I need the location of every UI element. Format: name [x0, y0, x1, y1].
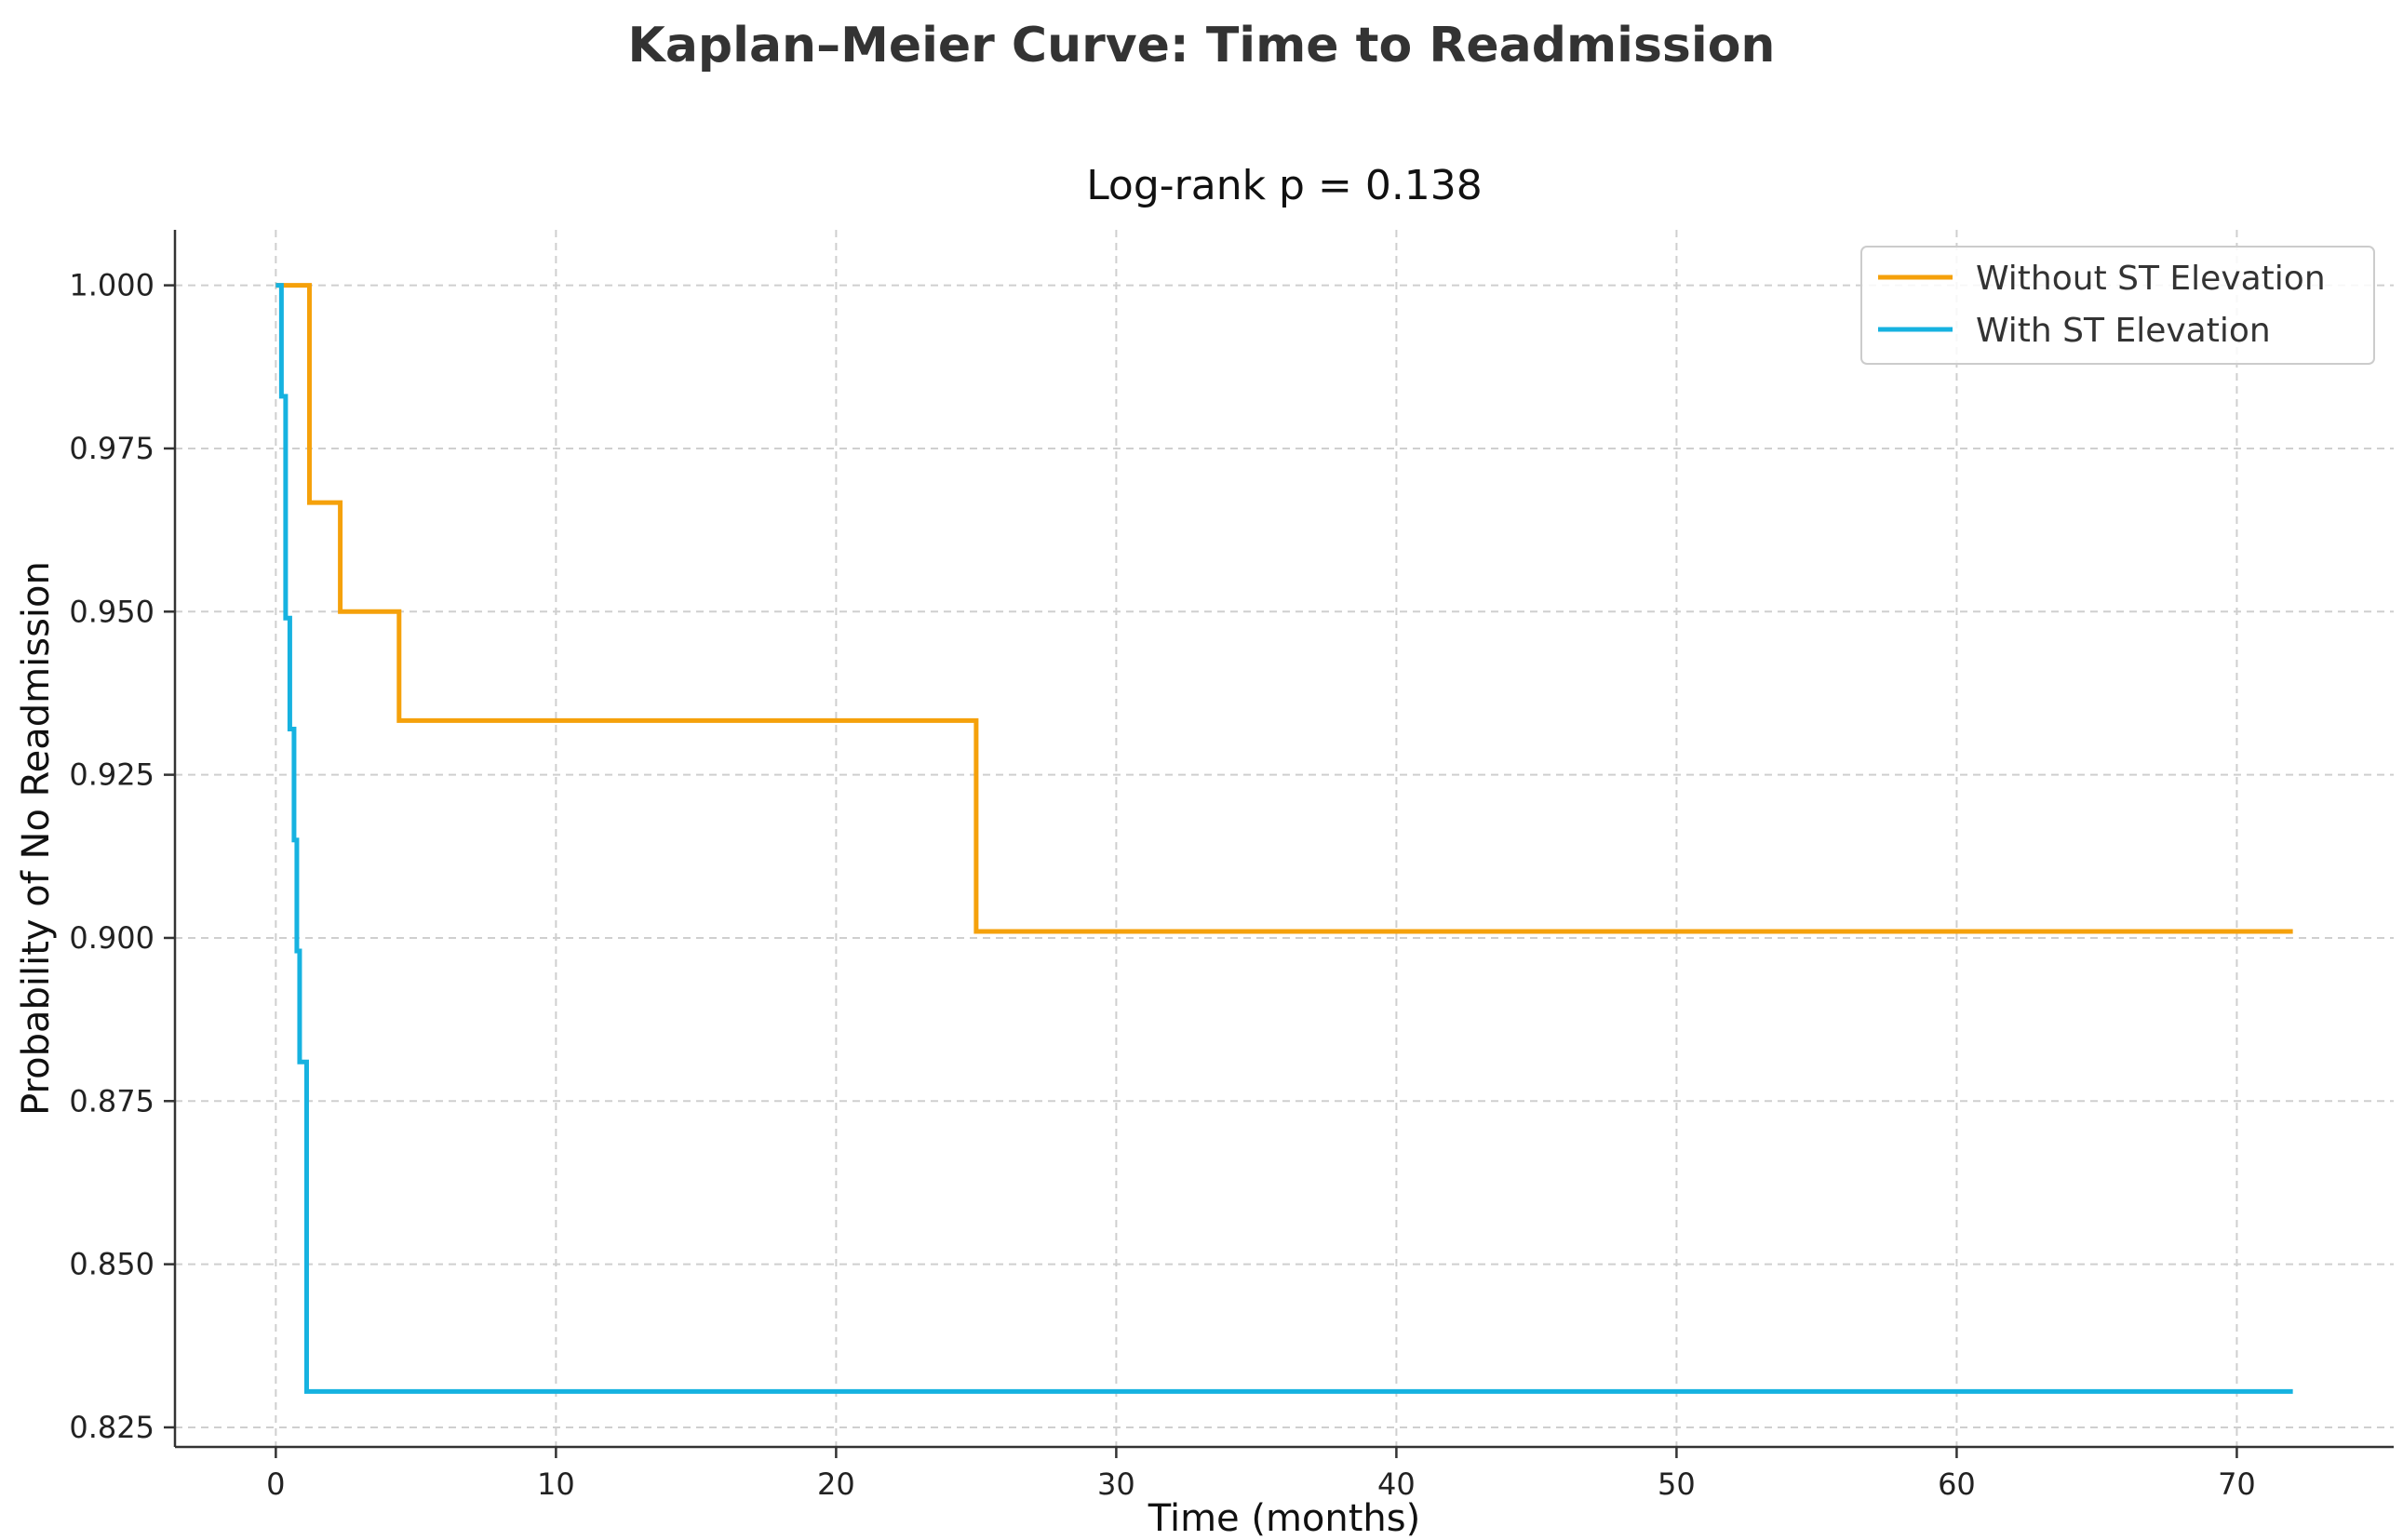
- axes-subtitle: Log-rank p = 0.138: [1086, 162, 1483, 209]
- y-tick-label: 0.875: [69, 1083, 154, 1118]
- legend-label-without-st-elevation: Without ST Elevation: [1976, 260, 2326, 298]
- y-tick-label: 0.825: [69, 1410, 154, 1445]
- figure-title: Kaplan–Meier Curve: Time to Readmission: [628, 18, 1776, 74]
- x-tick-label: 30: [1097, 1466, 1135, 1502]
- x-tick-label: 10: [537, 1466, 575, 1502]
- x-axis-label: Time (months): [1148, 1497, 1420, 1540]
- grid: [175, 230, 2394, 1447]
- series-layer: [275, 283, 2293, 1394]
- y-tick-label: 0.850: [69, 1247, 154, 1282]
- y-tick-label: 0.950: [69, 594, 154, 629]
- x-tick-label: 50: [1658, 1466, 1696, 1502]
- x-tick-label: 60: [1938, 1466, 1976, 1502]
- legend-box: [1860, 246, 2375, 365]
- y-tick-label: 0.900: [69, 920, 154, 956]
- x-tick-label: 20: [817, 1466, 855, 1502]
- y-axis-ticks: 0.825 0.850 0.875 0.900 0.925 0.950 0.975 1.000: [69, 268, 175, 1445]
- legend-label-with-st-elevation: With ST Elevation: [1976, 312, 2271, 350]
- x-axis-ticks: 0 10 20 30 40 50 60 70: [266, 1447, 2256, 1502]
- legend: Without ST Elevation With ST Elevation: [1860, 246, 2375, 365]
- x-tick-label: 40: [1377, 1466, 1416, 1502]
- y-axis-label: Probability of No Readmission: [15, 561, 58, 1116]
- x-tick-label: 0: [266, 1466, 285, 1502]
- x-tick-label: 70: [2218, 1466, 2256, 1502]
- y-tick-label: 1.000: [69, 268, 154, 303]
- series-line-with-st-elevation: [275, 283, 2293, 1394]
- series-line-without-st-elevation: [275, 283, 2293, 934]
- y-tick-label: 0.975: [69, 431, 154, 466]
- y-tick-label: 0.925: [69, 757, 154, 793]
- axes-frame: [173, 230, 2394, 1449]
